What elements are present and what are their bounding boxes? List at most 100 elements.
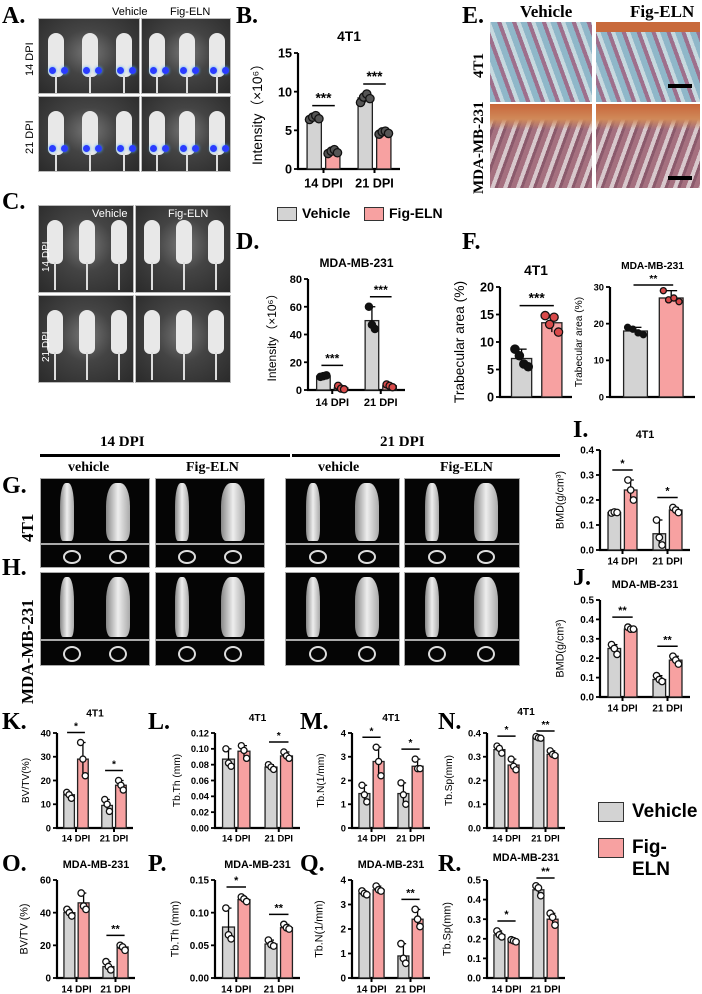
chart-b-data-point (310, 110, 321, 121)
ivis-image-vehicle (38, 96, 140, 172)
chart-m-ytick-label: 1 (341, 800, 346, 810)
chart-f2-data-point (634, 329, 642, 337)
chart-f2-data-point (664, 296, 673, 304)
chart-p-ytick-label: 0.15 (190, 876, 210, 887)
chart-m-data-point (416, 764, 424, 773)
chart-p-data-point (224, 930, 233, 939)
chart-n-bar-vehicle (493, 748, 506, 829)
chart-n-data-point (532, 732, 540, 741)
chart-b-data-point (380, 126, 391, 136)
chart-o-data-point (102, 957, 110, 966)
chart-r-significance-label: ** (541, 866, 550, 878)
legend-label-fig-eln: Fig-ELN (389, 205, 443, 221)
chart-n-ylabel: Tb.Sp(mm) (444, 755, 455, 806)
chart-l-ytick-label: 0.00 (191, 823, 209, 833)
chart-b-data-point (358, 92, 369, 102)
chart-q-ytick-label: 0 (341, 974, 347, 985)
chart-m-bar-vehicle (358, 792, 371, 829)
chart-j-ytick-label: 0.0 (580, 693, 594, 704)
chart-p-data-point (240, 895, 248, 903)
chart-k-data-point (76, 738, 85, 747)
chart-q-data-point (397, 939, 405, 948)
chart-b-bar-fig-eln (375, 132, 392, 170)
chart-l-ytick-label: 0.12 (191, 728, 209, 738)
ivis-image-fig-eln (135, 295, 231, 383)
chart-l-title: 4T1 (249, 713, 267, 724)
chart-k-ytick-label: 20 (41, 776, 51, 786)
chart-p-ytick-label: 0.10 (190, 908, 210, 919)
chart-f2-ylabel: Trabecular area (%) (574, 297, 585, 387)
chart-l-data-point (237, 741, 246, 750)
chart-j-bar-fig-eln (668, 659, 683, 698)
chart-d-data-point (364, 302, 374, 311)
microct-cross-section-image (404, 640, 520, 666)
chart-m-ytick-label: 3 (341, 752, 346, 762)
chart-o-title: MDA-MB-231 (63, 859, 130, 871)
chart-f1-bar-fig-eln (541, 322, 563, 398)
chart-b-title: 4T1 (337, 29, 361, 44)
chart-r-ytick-label: 0.4 (467, 895, 481, 906)
chart-p-ytick-label: 0.00 (190, 974, 210, 985)
chart-p-data-point (242, 897, 251, 906)
chart-j-data-point (626, 625, 635, 633)
legend-swatch-fig-eln-large (598, 838, 624, 858)
panel-g-group-figeln-14: Fig-ELN (186, 460, 239, 475)
microct-longitudinal-image (404, 478, 520, 544)
chart-o-data-point (116, 941, 125, 950)
panel-label-d: D. (236, 229, 260, 255)
chart-p-data-point (285, 925, 293, 933)
chart-f2-data-point (670, 294, 678, 302)
chart-p-data-point (237, 893, 246, 901)
chart-f1-data-point (519, 359, 529, 369)
chart-p-bar-vehicle (264, 943, 278, 979)
chart-o-bar-vehicle (63, 912, 76, 979)
chart-k-bar-fig-eln (76, 758, 89, 829)
chart-i-bar-vehicle (607, 511, 622, 551)
chart-r-data-point (497, 932, 506, 941)
chart-f1-ylabel: Trabecular area (%) (452, 281, 467, 403)
chart-l-data-point (242, 754, 251, 763)
scale-bar (668, 176, 692, 180)
chart-r-ytick-label: 0.3 (467, 915, 481, 926)
chart-d-data-point (367, 320, 377, 330)
chart-b-data-point (355, 97, 366, 108)
chart-f1-ytick-label: 10 (480, 336, 494, 350)
chart-b-data-point (365, 93, 375, 104)
panel-h-row-mda: MDA-MB-231 (18, 599, 37, 704)
chart-k-ytick-label: 0 (46, 823, 51, 833)
chart-q-data-point (372, 882, 381, 891)
ivis-image-fig-eln (141, 18, 231, 94)
panel-label-f: F. (462, 229, 481, 255)
chart-o-bar-vehicle (102, 965, 115, 979)
chart-m-significance-label: * (409, 738, 413, 749)
histology-image-4t1-fig-eln (596, 22, 700, 102)
chart-f1-title: 4T1 (524, 263, 548, 278)
chart-m-bar-fig-eln (411, 765, 424, 829)
chart-k-ytick-label: 40 (41, 728, 51, 738)
chart-p-xtick-label: 21 DPI (264, 984, 294, 994)
chart-d-xtick-label: 14 DPI (315, 397, 349, 409)
chart-d-data-point (370, 324, 380, 334)
panel-label-h: H. (2, 555, 27, 581)
chart-l-ytick-label: 0.06 (191, 776, 209, 786)
chart-i-data-point (610, 508, 619, 516)
chart-o-xtick-label: 21 DPI (100, 984, 130, 994)
chart-o-data-point (121, 946, 129, 955)
chart-q-data-point (358, 887, 366, 895)
chart-o-ytick-label: 60 (40, 876, 51, 887)
chart-b-bar-vehicle (357, 97, 374, 170)
chart-o-data-point (82, 905, 90, 914)
chart-i-data-point (607, 509, 616, 517)
chart-p-data-point (282, 923, 291, 932)
chart-n-ytick-label: 0.2 (468, 776, 481, 786)
chart-o-data-point (67, 912, 76, 920)
chart-n-ytick-label: 0.1 (468, 800, 481, 810)
chart-k-ytick-label: 10 (41, 800, 51, 810)
chart-d-xtick-label: 21 DPI (364, 397, 398, 409)
chart-k-data-point (117, 781, 125, 789)
chart-m-bar-fig-eln (372, 760, 385, 829)
chart-n-bar-fig-eln (507, 764, 520, 829)
chart-o-bar-fig-eln (77, 902, 90, 979)
chart-o-data-point (63, 905, 71, 914)
chart-i-data-point (629, 496, 638, 504)
